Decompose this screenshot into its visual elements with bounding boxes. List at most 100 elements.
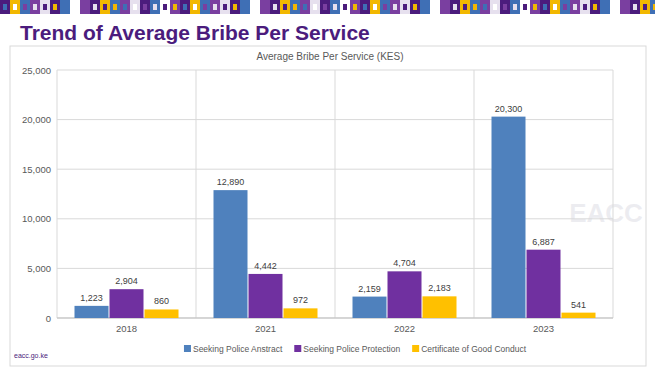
grid-line-vertical [613,70,614,318]
banner-dot [133,4,137,10]
banner-dot [643,4,647,10]
banner-tile [240,0,250,14]
banner-dot [43,4,47,10]
banner-dot [293,4,297,10]
banner-tile [110,0,120,14]
bar [110,289,144,318]
data-label: 2,183 [428,283,451,293]
banner-dot [493,4,497,10]
banner-tile [10,0,20,14]
banner-tile [590,0,600,14]
data-label: 4,704 [393,258,416,268]
banner-dot [123,4,127,10]
data-label: 541 [571,300,586,310]
banner-dot [243,4,247,10]
banner-tile [420,0,430,14]
banner-tile [190,0,200,14]
banner-tile [540,0,550,14]
banner-dot [653,4,655,10]
banner-dot [213,4,217,10]
banner-dot [273,4,277,10]
bar [527,250,561,318]
banner-dot [583,4,587,10]
banner-tile [630,0,640,14]
banner-tile [400,0,410,14]
banner-tile [650,0,655,14]
banner-dot [103,4,107,10]
banner-dot [193,4,197,10]
banner-dot [483,4,487,10]
banner-tile [40,0,50,14]
banner-dot [83,4,87,10]
data-label: 20,300 [495,104,523,114]
banner-tile [350,0,360,14]
banner-dot [573,4,577,10]
banner-dot [453,4,457,10]
grid-line-vertical [474,70,475,318]
banner-tile [30,0,40,14]
banner-dot [633,4,637,10]
data-label: 2,904 [115,276,138,286]
bar [249,274,283,318]
slide: Trend of Average Bribe Per ServiceEACCAv… [0,0,655,368]
banner-dot [403,4,407,10]
legend-label: Certificate of Good Conduct [421,344,527,354]
bar [145,309,179,318]
banner-dot [303,4,307,10]
banner-tile [90,0,100,14]
bar [214,190,248,318]
banner-tile [330,0,340,14]
banner-dot [543,4,547,10]
banner-dot [163,4,167,10]
banner-tile [150,0,160,14]
banner-dot [383,4,387,10]
banner-tile [0,0,10,14]
data-label: 1,223 [80,293,103,303]
x-tick-label: 2022 [394,323,415,334]
banner-tile [260,0,270,14]
banner-tile [210,0,220,14]
banner-tile [440,0,450,14]
y-tick-label: 5,000 [27,263,51,274]
banner-tile [170,0,180,14]
banner-dot [63,4,67,10]
banner-dot [253,4,257,10]
banner-dot [423,4,427,10]
banner-tile [530,0,540,14]
grid-line-vertical [196,70,197,318]
banner-dot [413,4,417,10]
banner-tile [450,0,460,14]
bars [75,117,596,318]
banner-dot [513,4,517,10]
y-tick-label: 25,000 [22,65,51,76]
y-tick-label: 0 [46,313,51,324]
banner-dot [593,4,597,10]
banner-tile [500,0,510,14]
banner-tile [380,0,390,14]
legend-item: Seeking Police Protection [294,344,400,354]
banner-dot [3,4,7,10]
banner-tile [120,0,130,14]
banner-dot [433,4,437,10]
bar [562,313,596,318]
banner-dot [323,4,327,10]
legend-swatch [184,345,191,352]
banner-tile [230,0,240,14]
data-label: 2,159 [358,284,381,294]
banner-tile [360,0,370,14]
banner-tile [100,0,110,14]
banner-tile [620,0,630,14]
grid-line-vertical [57,70,58,318]
banner-dot [333,4,337,10]
banner-dot [283,4,287,10]
banner-dot [93,4,97,10]
banner-dot [33,4,37,10]
legend-item: Seeking Police Anstract [184,344,283,354]
bar [423,296,457,318]
legend-swatch [412,345,419,352]
banner-dot [393,4,397,10]
banner-dot [343,4,347,10]
banner-tile [480,0,490,14]
banner-tile [570,0,580,14]
banner [0,0,655,14]
